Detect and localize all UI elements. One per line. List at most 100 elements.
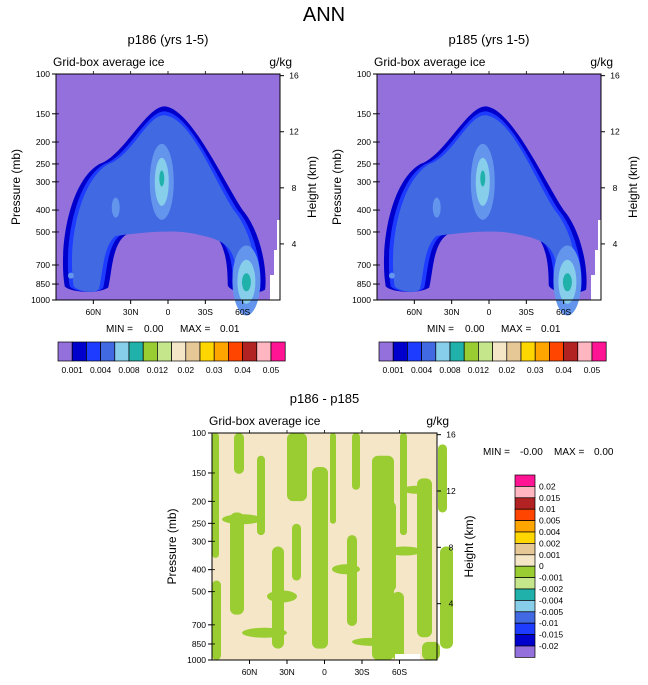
contour-0.008-lower	[241, 273, 251, 292]
x-tick-label: 60S	[556, 307, 571, 317]
colorbar-label: 0.001	[62, 365, 84, 375]
units-label: g/kg	[426, 414, 449, 428]
colorbar-swatch	[435, 341, 451, 362]
colorbar-swatch	[449, 341, 465, 362]
diff-region	[212, 433, 219, 558]
colorbar-label: -0.002	[539, 584, 563, 594]
max-label: MAX =	[501, 324, 531, 335]
x-tick-label: 0	[322, 667, 327, 677]
y-right-tick-label: 4	[449, 599, 454, 609]
contour-0.004-spot	[388, 272, 395, 279]
colorbar-label: 0.02	[539, 481, 556, 491]
y-right-tick-label: 16	[446, 430, 456, 440]
colorbar-label: 0.03	[206, 365, 223, 375]
colorbar-label: 0.005	[539, 516, 561, 526]
y-right-tick-label: 12	[610, 127, 620, 137]
y-tick-label: 300	[36, 177, 50, 187]
colorbar-swatch	[514, 577, 536, 590]
missing-region	[270, 220, 280, 300]
colorbar-swatch	[514, 474, 536, 487]
x-tick-label: 30N	[444, 307, 460, 317]
y-right-axis-label: Height (km)	[305, 156, 319, 218]
page-title: ANN	[302, 4, 346, 26]
chart-title: p185 (yrs 1-5)	[449, 32, 530, 47]
x-tick-label: 0	[487, 307, 492, 317]
min-value: -0.00	[520, 447, 543, 458]
x-tick-label: 60S	[392, 667, 407, 677]
colorbar-swatch	[514, 622, 536, 635]
diff-region	[422, 641, 440, 660]
units-label: g/kg	[590, 55, 613, 69]
colorbar-swatch	[256, 341, 272, 362]
diff-region	[222, 514, 262, 525]
x-tick-label: 30S	[354, 667, 369, 677]
contour-0.008-upper	[480, 170, 486, 187]
colorbar-label: -0.001	[539, 573, 563, 583]
colorbar-swatch	[157, 341, 172, 362]
diff-region	[234, 433, 244, 474]
contour-0.008-lower	[562, 273, 572, 292]
heatmap-p186	[56, 74, 280, 316]
colorbar-swatch	[100, 341, 116, 362]
x-tick-label: 60N	[86, 307, 102, 317]
colorbar-swatch	[128, 341, 144, 362]
diff-region	[230, 512, 244, 615]
y-axis-label: Pressure (mb)	[9, 149, 23, 225]
colorbar-label: 0.008	[118, 365, 140, 375]
colorbar-label: -0.01	[539, 618, 559, 628]
y-right-tick-label: 16	[289, 71, 299, 81]
colorbar-swatch	[407, 341, 422, 362]
contour-0.004-side	[111, 197, 120, 218]
min-value: 0.00	[465, 324, 485, 335]
y-tick-label: 850	[357, 279, 371, 289]
y-right-tick-label: 8	[449, 542, 454, 552]
colorbar-swatch	[171, 341, 187, 362]
diff-region	[267, 590, 297, 603]
max-label: MAX =	[554, 447, 584, 458]
y-tick-label: 700	[357, 260, 371, 270]
colorbar-swatch	[514, 634, 536, 647]
colorbar-label: 0.04	[555, 365, 572, 375]
left-title: Grid-box average ice	[374, 55, 486, 69]
contour-0.004-side	[432, 197, 441, 218]
y-tick-label: 200	[36, 137, 50, 147]
y-tick-label: 400	[357, 205, 371, 215]
colorbar-label: 0.008	[439, 365, 461, 375]
heatmap-diff	[212, 433, 453, 660]
heatmap-p185	[377, 74, 601, 316]
colorbar-swatch	[392, 341, 408, 362]
colorbar-swatch	[86, 341, 101, 362]
colorbar-swatch	[514, 508, 536, 521]
missing-region	[395, 654, 420, 660]
colorbar-swatch	[514, 588, 536, 601]
colorbar-swatch	[549, 341, 564, 362]
y-tick-label: 400	[36, 205, 50, 215]
colorbar-label: -0.004	[539, 595, 563, 605]
colorbar-swatch	[228, 341, 243, 362]
y-tick-label: 300	[192, 536, 206, 546]
y-tick-label: 100	[192, 428, 206, 438]
diff-region	[312, 467, 328, 649]
colorbar-swatch	[114, 341, 130, 362]
colorbar-swatch	[478, 341, 493, 362]
colorbar-label: 0.004	[411, 365, 433, 375]
diff-region	[292, 523, 301, 581]
diff-region	[402, 485, 432, 494]
colorbar-swatch	[185, 341, 201, 362]
colorbar-label: -0.015	[539, 630, 563, 640]
colorbar-swatch	[520, 341, 536, 362]
colorbar-label: 0.012	[468, 365, 490, 375]
x-tick-label: 60N	[407, 307, 423, 317]
colorbar-swatch	[514, 554, 536, 567]
diff-region	[440, 546, 453, 649]
diff-region	[347, 535, 357, 626]
y-tick-label: 500	[192, 587, 206, 597]
colorbar-label: 0.03	[527, 365, 544, 375]
y-tick-label: 150	[36, 109, 50, 119]
colorbar-swatch	[514, 600, 536, 613]
diff-region	[352, 433, 360, 490]
left-title: Grid-box average ice	[209, 414, 321, 428]
min-label: MIN =	[106, 324, 133, 335]
x-tick-label: 0	[166, 307, 171, 317]
